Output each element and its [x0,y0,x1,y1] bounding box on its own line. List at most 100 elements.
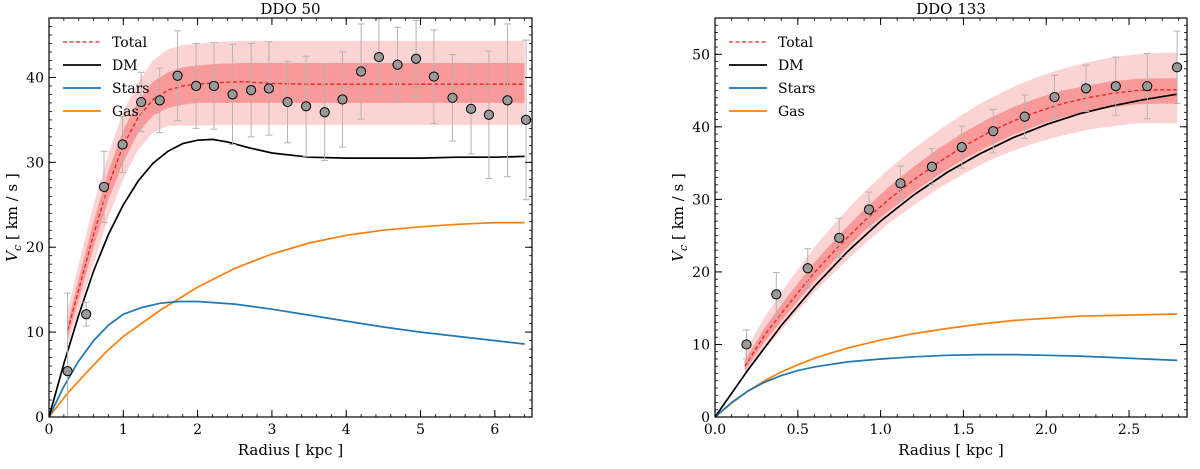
x-tick-label: 2.0 [1035,422,1057,438]
series-line-gas [49,221,525,417]
data-point [136,96,147,108]
series-line-total [66,81,525,331]
axes-frame [48,17,533,418]
data-point [301,101,312,112]
series-line-stars [49,300,525,417]
data-point [834,232,845,243]
x-tick-label: 4 [342,422,351,438]
x-tick-label: 5 [416,422,425,438]
y-tick-label: 0 [35,410,44,426]
x-tick-label: 1.5 [952,422,974,438]
y-tick-label: 40 [692,120,710,136]
data-point [1019,111,1030,122]
series-line-dm [715,93,1178,417]
data-point [154,95,165,106]
confidence-band-outer [744,52,1178,375]
plot-area [49,18,532,417]
data-point [62,366,73,377]
y-tick-label: 20 [692,265,710,281]
chart-title: DDO 50 [260,0,320,18]
x-tick-label: 0.0 [704,422,726,438]
y-tick-label: 20 [26,240,44,256]
axes-frame [714,17,1188,418]
data-point [81,309,92,320]
plot-area [715,30,1183,417]
data-point [373,51,385,63]
data-point [465,103,477,114]
data-point [771,289,782,300]
data-point [428,71,440,82]
y-axis-label: Vc [ km / s ] [669,173,690,262]
data-point [117,139,128,150]
data-point [483,109,495,120]
data-point [741,339,752,350]
confidence-band-outer [67,40,525,345]
legend-label-dm: DM [778,58,804,74]
series-line-gas [715,313,1178,417]
confidence-band-inner [67,63,525,338]
y-tick-label: 30 [26,155,44,171]
data-point [895,178,906,189]
y-axis-label: Vc [ km / s ] [3,173,24,262]
legend: Total DM Stars Gas [729,35,815,120]
series-line-dm [49,138,525,417]
panel-ddo50: 0 1 2 3 4 5 6 0 10 20 30 40 DDO 50 Radius [ kpc ] Vc [… [3,0,533,459]
y-tick-label: 10 [692,337,710,353]
x-tick-label: 2.5 [1118,422,1140,438]
y-label-subscript: c [11,245,24,251]
data-point [208,80,220,92]
data-point [926,161,938,172]
data-point [988,126,999,137]
y-label-units: [ km / s ] [669,173,687,245]
data-point [337,94,348,105]
x-axis-label: Radius [ kpc ] [238,441,343,459]
x-axis-label: Radius [ kpc ] [898,441,1003,459]
data-point [447,92,458,103]
x-tick-label: 0.5 [787,422,809,438]
chart-title: DDO 133 [916,0,986,18]
x-tick-label: 1.0 [869,422,891,438]
series-line-stars [715,353,1178,417]
data-point [1110,81,1121,92]
x-tick-label: 1 [119,422,128,438]
legend: Total DM Stars Gas [63,35,149,120]
panel-ddo133: 0.0 0.5 1.0 1.5 2.0 2.5 0 10 20 30 40 50 DDO 133 Radi… [669,0,1188,459]
y-label-symbol: V [669,249,687,262]
legend-label-total: Total [112,35,148,51]
data-point [98,181,110,193]
x-tick-label: 3 [267,422,276,438]
data-point [956,142,967,153]
y-tick-label: 0 [701,410,710,426]
y-label-subscript: c [677,245,690,251]
y-tick-label: 30 [692,192,710,208]
data-point [355,66,367,77]
data-point [282,96,293,108]
x-tick-label: 0 [45,422,54,438]
data-point [1080,83,1092,94]
confidence-band-inner [744,78,1178,371]
data-point [863,204,875,215]
data-point [191,80,202,92]
legend-label-total: Total [778,35,814,51]
data-point [227,89,238,100]
data-point [392,59,403,70]
data-point [802,263,813,274]
data-point [410,53,422,64]
data-point [172,70,183,81]
y-label-units: [ km / s ] [3,173,21,245]
data-point [319,107,330,118]
data-point [263,83,275,94]
data-point [1142,81,1153,92]
data-point [246,85,257,96]
y-tick-label: 10 [26,325,44,341]
legend-label-gas: Gas [112,104,139,120]
legend-label-stars: Stars [778,81,815,97]
data-point [1049,91,1060,103]
data-point [502,95,513,106]
data-point [1171,62,1183,73]
y-tick-label: 40 [26,70,44,86]
legend-label-stars: Stars [112,81,149,97]
y-tick-label: 50 [692,47,710,63]
legend-label-gas: Gas [778,104,805,120]
